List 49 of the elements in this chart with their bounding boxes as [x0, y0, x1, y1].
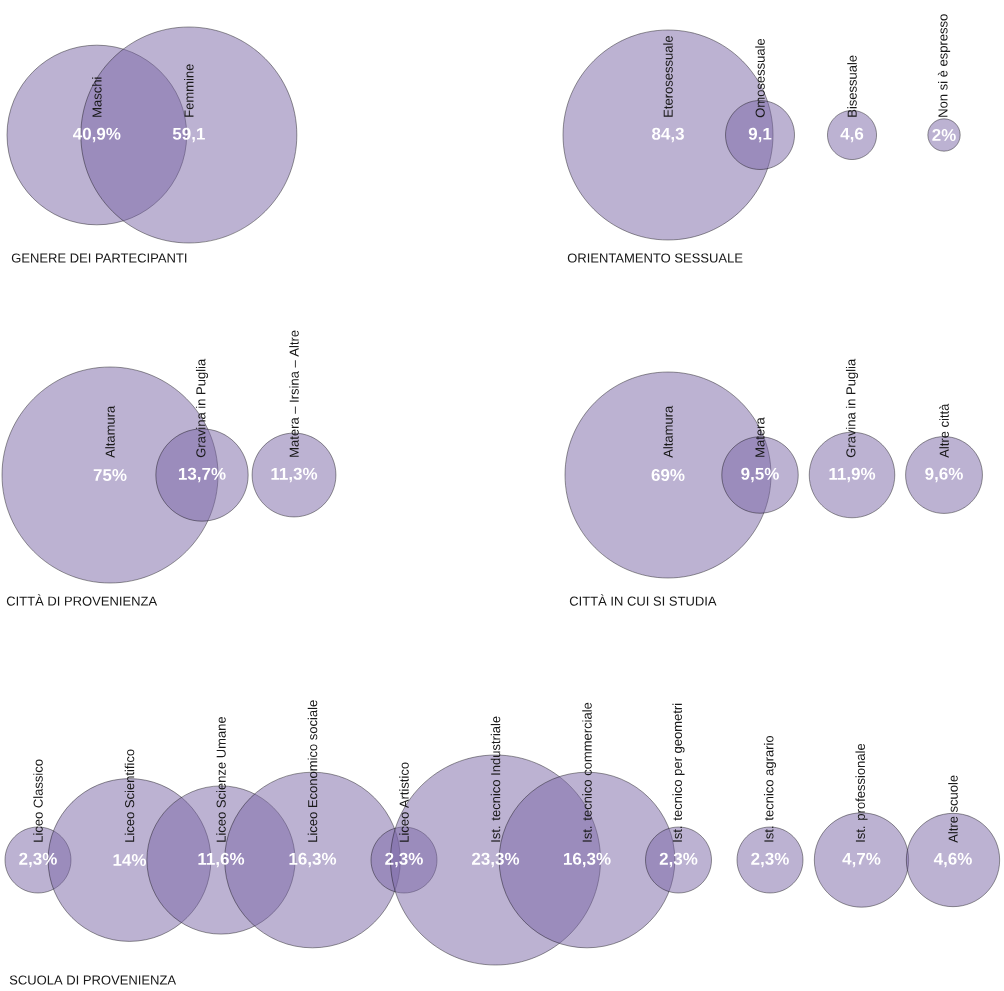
- data-label: 9,6%: [925, 467, 963, 483]
- category-label: Non si è espresso: [937, 14, 951, 117]
- data-label: 69%: [651, 468, 685, 482]
- data-label: 11,6%: [198, 852, 245, 868]
- data-label: 11,9%: [829, 467, 876, 483]
- text: ORIENTAMENTO SESSUALE: [567, 253, 743, 263]
- data-label: 13,7%: [178, 467, 226, 483]
- data-label: 4,6%: [933, 852, 972, 868]
- category-label: Liceo Scienze Umane: [216, 716, 226, 842]
- text: GENERE DEI PARTECIPANTI: [11, 253, 187, 263]
- category-label: Maschi: [92, 77, 102, 117]
- category-label: Gravina in Puglia: [195, 358, 209, 458]
- category-label: Gravina in Puglia: [845, 358, 859, 458]
- category-label: Ist. tecnico agrario: [763, 735, 777, 842]
- category-label: Omosessuale: [755, 38, 765, 118]
- category-label: Bisessuale: [847, 55, 857, 117]
- data-label: 2%: [932, 129, 956, 141]
- category-label: Eterosessuale: [663, 36, 673, 117]
- data-label: 16,3%: [289, 852, 337, 868]
- category-label: Femmine: [184, 64, 194, 117]
- data-label: 2,3%: [659, 852, 698, 868]
- data-label: 4,6: [840, 127, 864, 143]
- data-label: 14%: [113, 854, 147, 866]
- category-label: Altre scuole: [948, 775, 958, 843]
- category-label: Liceo Classico: [33, 759, 43, 842]
- text: CITTÀ DI PROVENIENZA: [6, 594, 158, 606]
- category-label: Ist. tecnico per geometri: [672, 703, 685, 842]
- category-label: Altre città: [939, 403, 949, 458]
- category-label: Ist. tecnico commerciale: [582, 702, 592, 842]
- category-label: Ist. professionale: [855, 743, 868, 842]
- text: CITTÀ IN CUI SI STUDIA: [569, 594, 717, 606]
- data-label: 16,3%: [563, 852, 611, 868]
- category-label: Liceo Scientifico: [124, 749, 135, 842]
- category-label: Matera: [755, 417, 765, 457]
- category-label: Liceo Economico sociale: [307, 700, 318, 842]
- data-label: 4,7%: [842, 852, 881, 868]
- text: SCUOLA DI PROVENIENZA: [9, 975, 177, 985]
- category-label: Liceo Artistico: [399, 762, 409, 842]
- data-label: 9,1: [748, 127, 772, 143]
- category-label: Altamura: [663, 405, 673, 458]
- category-label: Ist. tecnico Industriale: [490, 716, 501, 842]
- category-label: Matera – Irsina – Altre: [289, 330, 299, 457]
- data-label: 84,3: [652, 127, 684, 143]
- data-label: 75%: [93, 469, 127, 482]
- data-label: 40,9%: [72, 127, 121, 143]
- data-label: 9,5%: [741, 467, 779, 483]
- data-label: 11,3%: [271, 467, 318, 483]
- category-label: Altamura: [105, 405, 115, 458]
- data-label: 2,3%: [751, 852, 789, 868]
